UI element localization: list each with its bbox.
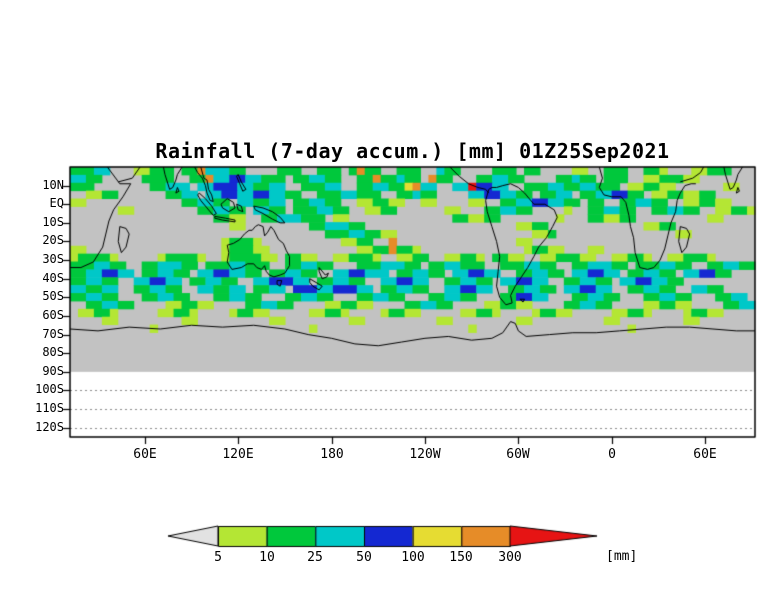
colorbar-tick-label: 25 <box>307 550 323 565</box>
x-axis-label: 0 <box>608 447 616 462</box>
x-axis-label: 120W <box>409 447 441 462</box>
colorbar-tick-label: 10 <box>259 550 275 565</box>
x-axis-label: 60E <box>133 447 157 462</box>
colorbar-unit-label: [mm] <box>606 549 638 564</box>
y-axis-label: 20S <box>42 233 64 247</box>
colorbar-tick-label: 100 <box>401 550 425 565</box>
x-axis-label: 180 <box>320 447 344 462</box>
y-axis-label: EQ <box>49 196 64 210</box>
y-axis-label: 110S <box>35 401 64 415</box>
colorbar-tick-label: 150 <box>449 550 473 565</box>
y-axis-label: 50S <box>42 289 64 303</box>
y-axis-label: 60S <box>42 308 64 322</box>
y-axis-label: 10N <box>42 178 64 192</box>
chart-title: Rainfall (7-day accum.) [mm] 01Z25Sep202… <box>155 139 670 163</box>
y-axis-label: 100S <box>35 382 64 396</box>
colorbar-tick-label: 50 <box>356 550 372 565</box>
y-axis-label: 70S <box>42 327 64 341</box>
y-axis-label: 10S <box>42 215 64 229</box>
colorbar-tick-label: 300 <box>498 550 522 565</box>
y-axis-label: 30S <box>42 252 64 266</box>
y-axis-label: 40S <box>42 271 64 285</box>
colorbar-tick-label: 5 <box>214 550 222 565</box>
x-axis-label: 120E <box>222 447 254 462</box>
y-axis-label: 90S <box>42 364 64 378</box>
x-axis-label: 60W <box>506 447 530 462</box>
y-axis-label: 80S <box>42 345 64 359</box>
x-axis-label: 60E <box>693 447 717 462</box>
y-axis-label: 120S <box>35 420 64 434</box>
